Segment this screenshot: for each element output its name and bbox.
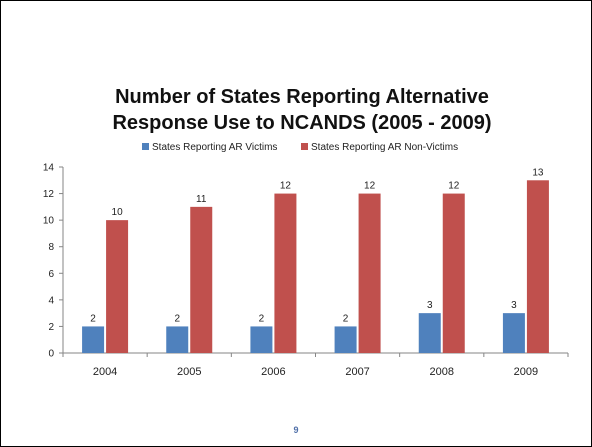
legend-swatch-non-victims	[301, 143, 308, 150]
bar-non-victims	[274, 193, 297, 353]
y-tick-label: 6	[48, 269, 54, 280]
x-tick-label: 2009	[514, 366, 538, 378]
data-label-victims: 3	[511, 300, 517, 311]
bar-victims	[250, 326, 273, 353]
page-number: 9	[293, 425, 299, 435]
y-tick-label: 4	[48, 295, 54, 306]
bar-victims	[334, 326, 357, 353]
bar-victims	[82, 326, 105, 353]
legend-label-victims: States Reporting AR Victims	[152, 142, 277, 153]
bar-victims	[502, 313, 525, 353]
y-tick-label: 2	[48, 322, 54, 333]
data-label-victims: 2	[259, 313, 265, 324]
chart-title-line-1: Number of States Reporting Alternative	[115, 86, 489, 108]
bar-non-victims	[358, 193, 381, 353]
y-tick-label: 12	[43, 189, 55, 200]
plot-area: 0 2 4 6 8 10 12 14 2 10 2004 2 11 2005 2 12 2006 2 12 2007 3…	[43, 163, 569, 378]
data-label-non-victims: 12	[364, 181, 376, 192]
x-tick-label: 2005	[177, 366, 201, 378]
bar-non-victims	[190, 206, 213, 353]
bar-non-victims	[442, 193, 465, 353]
x-tick-label: 2007	[345, 366, 369, 378]
data-label-non-victims: 13	[532, 167, 544, 178]
y-tick-label: 10	[43, 216, 55, 227]
data-label-non-victims: 12	[280, 181, 292, 192]
data-label-victims: 2	[90, 313, 96, 324]
chart-title-line-2: Response Use to NCANDS (2005 - 2009)	[112, 112, 491, 134]
legend-label-non-victims: States Reporting AR Non-Victims	[311, 142, 458, 153]
data-label-non-victims: 10	[112, 207, 124, 218]
data-label-victims: 3	[427, 300, 433, 311]
data-label-non-victims: 11	[196, 194, 207, 205]
x-tick-label: 2008	[430, 366, 454, 378]
bar-victims	[166, 326, 189, 353]
legend: States Reporting AR Victims States Repor…	[142, 142, 458, 153]
data-label-victims: 2	[343, 313, 349, 324]
x-tick-label: 2006	[261, 366, 285, 378]
bar-non-victims	[526, 180, 549, 353]
x-tick-label: 2004	[93, 366, 117, 378]
data-label-victims: 2	[174, 313, 180, 324]
bar-non-victims	[106, 220, 129, 353]
legend-swatch-victims	[142, 143, 149, 150]
y-tick-label: 8	[48, 242, 54, 253]
y-tick-label: 14	[43, 163, 55, 174]
data-label-non-victims: 12	[448, 181, 460, 192]
bar-victims	[418, 313, 441, 353]
y-tick-label: 0	[48, 349, 54, 360]
